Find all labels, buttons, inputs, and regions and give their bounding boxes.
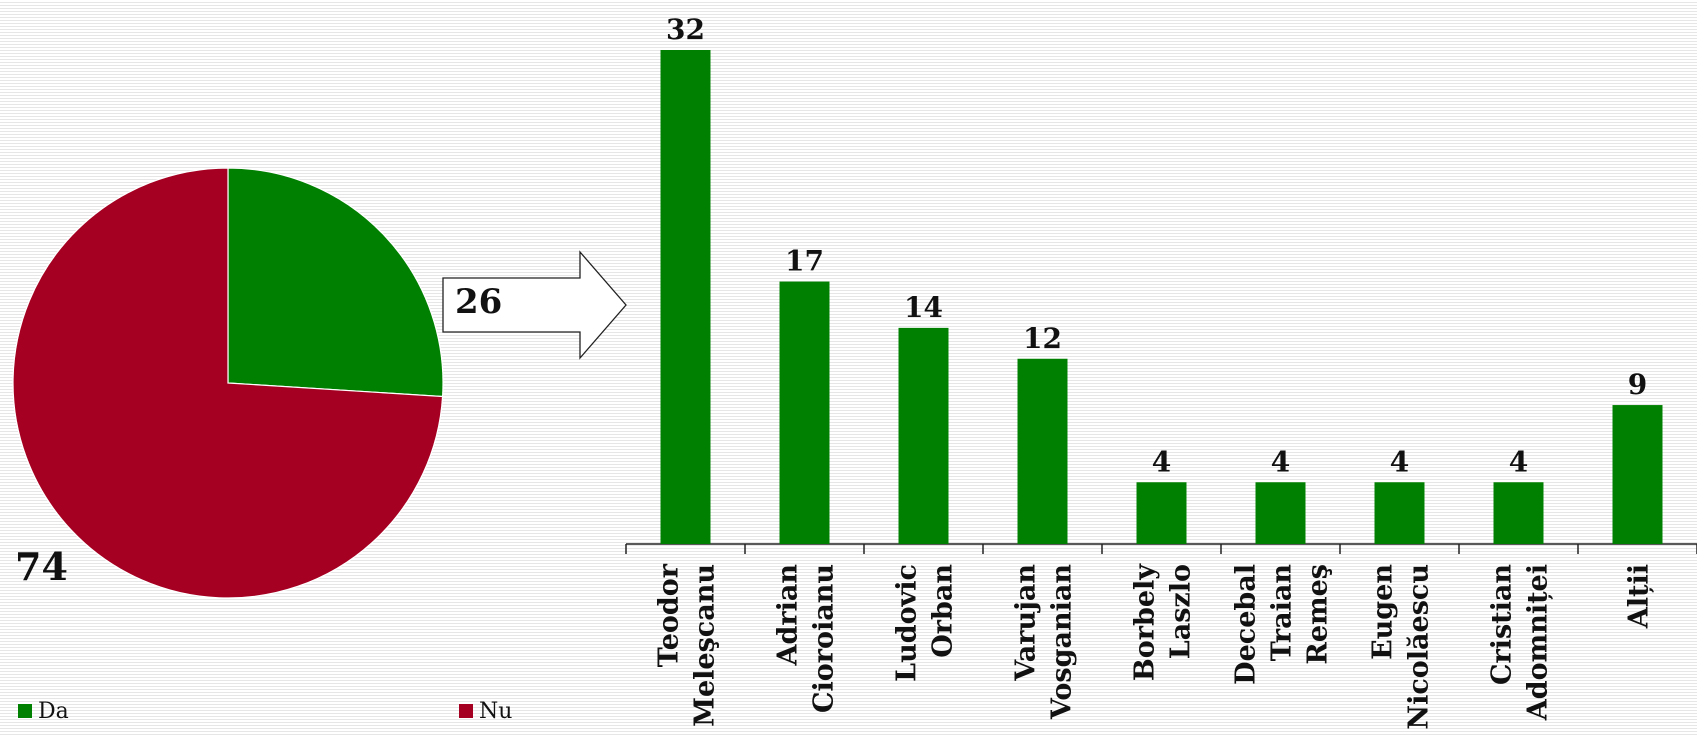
- category-label-5-line-2: Remeş: [1303, 564, 1334, 665]
- bar-0: [660, 50, 711, 544]
- pie-chart: 74: [12, 167, 444, 599]
- pie-data-label-nu: 74: [15, 544, 68, 589]
- bar-3: [1017, 358, 1068, 544]
- category-label-3-line-0: Varujan: [1011, 564, 1042, 682]
- bar-5: [1255, 482, 1306, 544]
- bar-value-label-7: 4: [1509, 445, 1528, 478]
- bar-6: [1374, 482, 1425, 544]
- category-label-0-line-1: Meleşcanu: [690, 564, 721, 727]
- category-label-5-line-1: Traian: [1267, 564, 1298, 662]
- category-label-0-line-0: Teodor: [654, 563, 685, 667]
- bar-value-label-5: 4: [1271, 445, 1290, 478]
- bar-value-label-6: 4: [1390, 445, 1409, 478]
- category-label-4-line-1: Laszlo: [1166, 564, 1197, 659]
- category-label-1-line-1: Cioroianu: [809, 564, 840, 713]
- category-label-3-line-1: Vosganian: [1047, 564, 1078, 720]
- bar-value-label-8: 9: [1628, 368, 1647, 401]
- category-label-6-line-1: Nicolăescu: [1404, 564, 1435, 730]
- legend-label-da: Da: [38, 699, 69, 724]
- category-label-7-line-0: Cristian: [1487, 564, 1518, 685]
- category-label-4-line-0: Borbely: [1130, 563, 1161, 681]
- pie-slice-da: [227, 167, 444, 398]
- bar-4: [1136, 482, 1187, 544]
- legend-label-nu: Nu: [479, 699, 512, 724]
- bar-value-label-2: 14: [904, 291, 943, 324]
- bar-7: [1493, 482, 1544, 544]
- bar-value-label-4: 4: [1152, 445, 1171, 478]
- category-label-2-line-1: Orban: [928, 564, 959, 658]
- legend-swatch-da: [18, 704, 32, 718]
- bar-value-label-1: 17: [785, 245, 824, 278]
- pie-slice-nu: [12, 167, 444, 599]
- pie-data-label-da: 26: [455, 282, 502, 322]
- bar-8: [1612, 405, 1663, 544]
- legend-swatch-nu: [459, 704, 473, 718]
- category-label-7-line-1: Adomniței: [1523, 564, 1554, 721]
- callout-arrow: 26: [442, 250, 627, 360]
- category-label-5-line-0: Decebal: [1231, 564, 1262, 685]
- category-label-2-line-0: Ludovic: [892, 564, 923, 682]
- arrow-shape: [442, 250, 627, 360]
- bar-1: [779, 281, 830, 544]
- bar-value-label-0: 32: [666, 13, 705, 46]
- category-label-8-line-0: Alții: [1624, 564, 1655, 629]
- pie-legend: Da Nu: [18, 699, 512, 724]
- category-label-1-line-0: Adrian: [773, 564, 804, 667]
- bar-chart: 32 Teodor Meleşcanu 17 Adrian Cioroianu 14 Ludo…: [625, 13, 1697, 730]
- bar-value-label-3: 12: [1023, 322, 1062, 355]
- bar-2: [898, 327, 949, 545]
- category-label-6-line-0: Eugen: [1368, 564, 1399, 660]
